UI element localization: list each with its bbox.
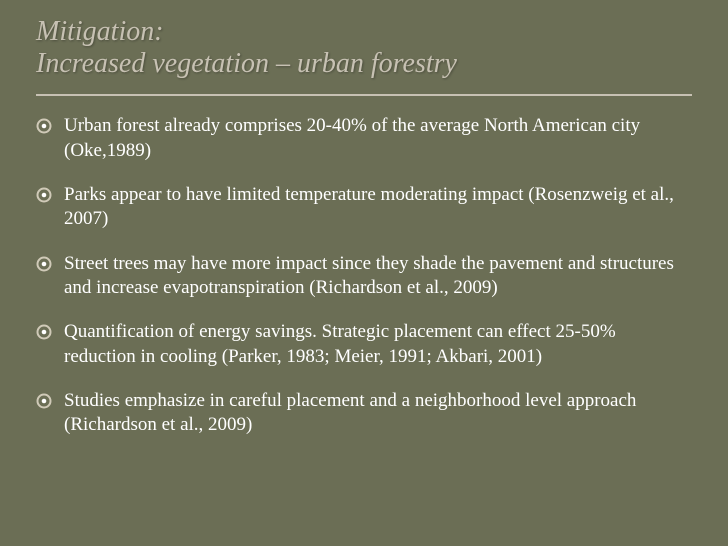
bullet-text: Quantification of energy savings. Strate… bbox=[64, 320, 692, 369]
bullet-text: Studies emphasize in careful placement a… bbox=[64, 389, 692, 438]
slide: Mitigation: Increased vegetation – urban… bbox=[0, 0, 728, 546]
slide-title: Mitigation: Increased vegetation – urban… bbox=[36, 16, 692, 80]
bullet-text: Parks appear to have limited temperature… bbox=[64, 183, 692, 232]
bullet-circle-icon bbox=[36, 256, 52, 272]
title-line-1: Mitigation: bbox=[36, 16, 164, 47]
bullet-circle-icon bbox=[36, 393, 52, 409]
list-item: Urban forest already comprises 20-40% of… bbox=[36, 114, 692, 163]
bullet-circle-icon bbox=[36, 118, 52, 134]
bullet-text: Urban forest already comprises 20-40% of… bbox=[64, 114, 692, 163]
list-item: Parks appear to have limited temperature… bbox=[36, 183, 692, 232]
bullet-circle-icon bbox=[36, 324, 52, 340]
list-item: Street trees may have more impact since … bbox=[36, 252, 692, 301]
list-item: Studies emphasize in careful placement a… bbox=[36, 389, 692, 438]
list-item: Quantification of energy savings. Strate… bbox=[36, 320, 692, 369]
bullet-circle-icon bbox=[36, 187, 52, 203]
title-line-2: Increased vegetation – urban forestry bbox=[36, 48, 457, 79]
title-block: Mitigation: Increased vegetation – urban… bbox=[0, 0, 728, 88]
bullet-text: Street trees may have more impact since … bbox=[64, 252, 692, 301]
content-area: Urban forest already comprises 20-40% of… bbox=[0, 96, 728, 437]
